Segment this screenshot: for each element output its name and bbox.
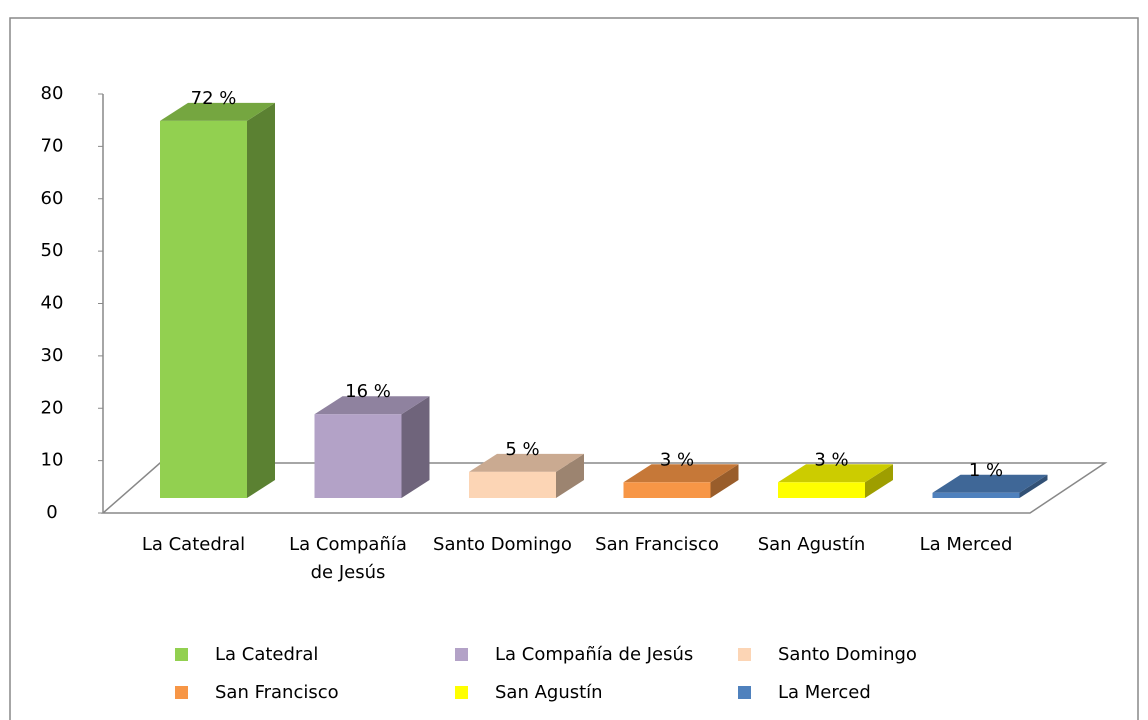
bar [469, 471, 556, 498]
value-label: 16 % [345, 381, 391, 402]
bar-3d [932, 474, 1048, 498]
bar-side [710, 464, 739, 498]
y-tick-label: 0 [46, 502, 57, 523]
bar [314, 414, 402, 498]
bar [932, 492, 1020, 498]
legend-swatch [738, 686, 751, 699]
x-tick-label: La Merced [919, 534, 1013, 555]
bar-3d [469, 453, 584, 498]
x-tick-label: Santo Domingo [433, 534, 572, 555]
bar-top [623, 464, 739, 483]
legend-label: La Compañía de Jesús [495, 644, 693, 665]
y-tick-label: 20 [41, 397, 64, 418]
bar-3d [623, 464, 739, 498]
value-label: 3 % [660, 449, 694, 470]
x-tick-label: La Catedral [141, 534, 246, 555]
legend-swatch [455, 686, 468, 699]
legend-label: San Francisco [215, 682, 339, 703]
bar-side [1019, 474, 1048, 498]
legend-swatch [738, 648, 751, 661]
value-label: 1 % [969, 460, 1003, 481]
bar [623, 482, 711, 498]
bar-side [556, 453, 584, 498]
legend-label: La Catedral [215, 644, 318, 665]
floor [101, 462, 1108, 514]
value-label: 5 % [505, 439, 539, 460]
y-tick-label: 50 [41, 240, 64, 261]
bar-top [778, 464, 893, 483]
y-tick-label: 80 [41, 83, 64, 104]
bar-3d [160, 102, 275, 499]
x-tick-label: La Compañía de Jesús [289, 534, 407, 583]
x-tick-label: San Agustín [757, 534, 866, 555]
bar-side [401, 396, 430, 498]
bar-top [469, 453, 584, 472]
legend-swatch [455, 648, 468, 661]
bar-side [865, 464, 893, 498]
legend-label: La Merced [778, 682, 871, 703]
value-label: 3 % [814, 449, 848, 470]
bar-3d [314, 396, 430, 498]
bar-3d [778, 464, 893, 498]
bar-top [160, 102, 275, 121]
bar [160, 120, 247, 499]
bar-top [932, 474, 1048, 493]
value-label: 72 % [191, 88, 237, 109]
legend-label: San Agustín [495, 682, 603, 703]
y-tick-label: 10 [41, 450, 64, 471]
legend-swatch [175, 686, 188, 699]
legend-label: Santo Domingo [778, 644, 917, 665]
y-tick-label: 30 [41, 345, 64, 366]
y-tick-label: 70 [41, 135, 64, 156]
x-tick-label: San Francisco [595, 534, 719, 555]
bar-top [314, 396, 430, 415]
legend-swatch [175, 648, 188, 661]
bar [778, 482, 865, 498]
bar-side [247, 102, 275, 499]
y-tick-label: 40 [41, 293, 64, 314]
y-tick-label: 60 [41, 188, 64, 209]
